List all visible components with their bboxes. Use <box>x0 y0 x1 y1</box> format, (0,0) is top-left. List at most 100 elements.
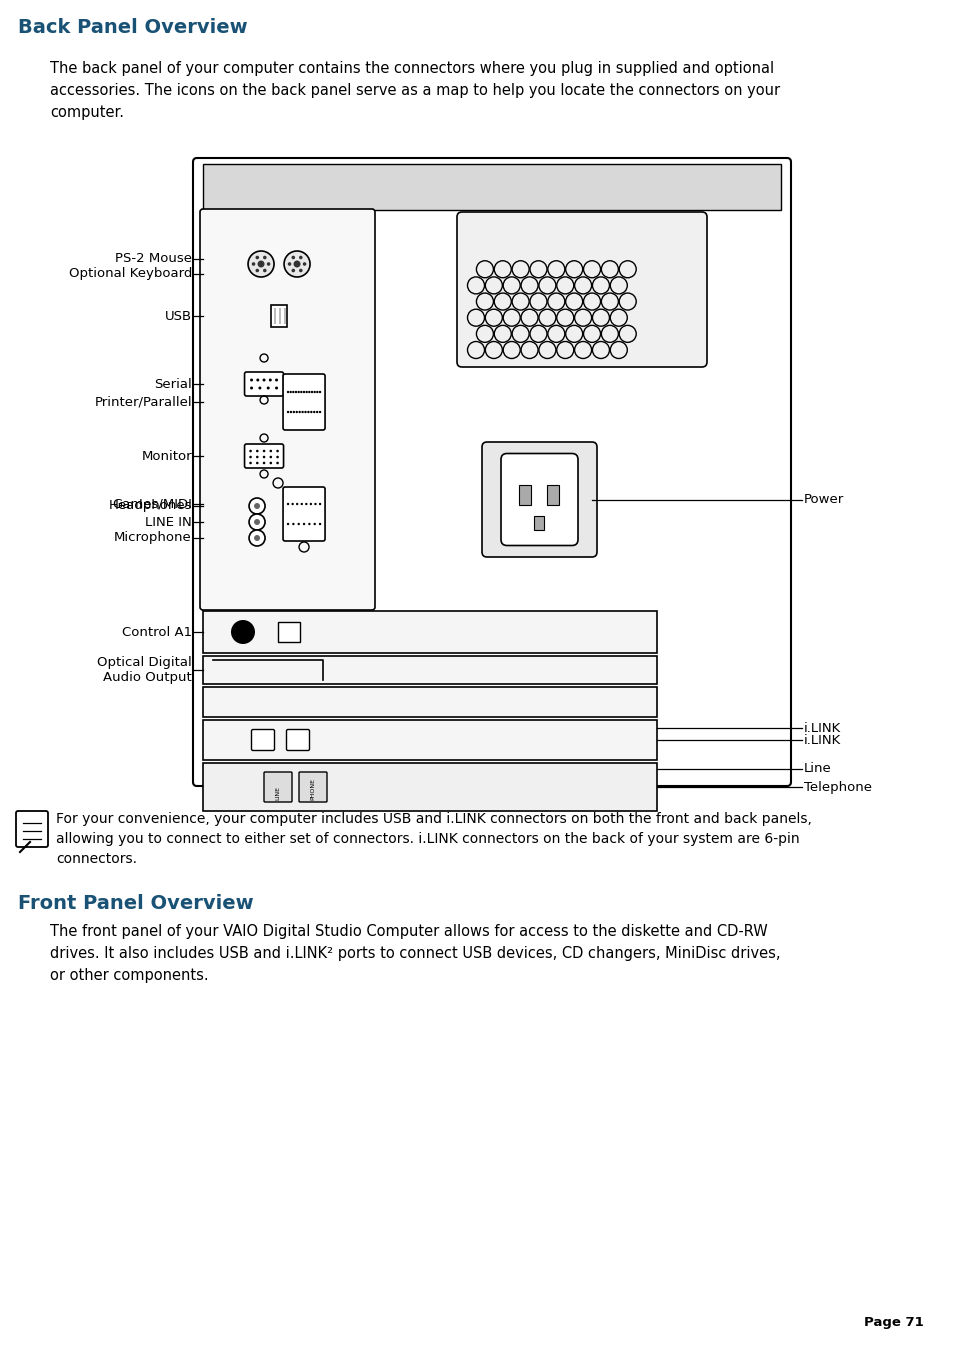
Circle shape <box>249 462 252 465</box>
Circle shape <box>253 503 260 509</box>
Bar <box>534 516 544 530</box>
Circle shape <box>302 262 306 266</box>
Circle shape <box>318 503 321 505</box>
FancyBboxPatch shape <box>200 209 375 611</box>
Circle shape <box>262 450 265 453</box>
Circle shape <box>274 378 277 381</box>
Text: i.LINK: i.LINK <box>803 734 841 747</box>
Circle shape <box>302 523 305 526</box>
Circle shape <box>318 390 321 393</box>
FancyBboxPatch shape <box>264 771 292 802</box>
Circle shape <box>257 261 264 267</box>
Text: Line: Line <box>803 762 831 775</box>
Circle shape <box>287 523 289 526</box>
Circle shape <box>308 390 311 393</box>
Circle shape <box>288 262 291 266</box>
Circle shape <box>255 455 258 458</box>
Circle shape <box>292 390 294 393</box>
Circle shape <box>315 390 318 393</box>
FancyBboxPatch shape <box>244 444 283 467</box>
Circle shape <box>295 503 298 505</box>
Circle shape <box>292 269 294 273</box>
Circle shape <box>297 523 299 526</box>
Text: PHONE: PHONE <box>310 778 315 800</box>
Circle shape <box>262 455 265 458</box>
Circle shape <box>276 450 278 453</box>
Bar <box>279 308 281 324</box>
Circle shape <box>269 450 272 453</box>
Circle shape <box>262 378 265 381</box>
Circle shape <box>255 450 258 453</box>
Circle shape <box>298 411 300 413</box>
Text: Headphones: Headphones <box>109 500 192 512</box>
Circle shape <box>287 503 289 505</box>
Text: Power: Power <box>803 493 843 507</box>
FancyBboxPatch shape <box>456 212 706 367</box>
Text: Serial: Serial <box>154 377 192 390</box>
Circle shape <box>284 251 310 277</box>
Circle shape <box>298 269 302 273</box>
Text: Optional Keyboard: Optional Keyboard <box>69 267 192 281</box>
Bar <box>284 308 286 324</box>
Circle shape <box>262 462 265 465</box>
Circle shape <box>314 523 315 526</box>
Circle shape <box>287 411 289 413</box>
Text: For your convenience, your computer includes USB and i.LINK connectors on both t: For your convenience, your computer incl… <box>56 812 811 866</box>
Text: Back Panel Overview: Back Panel Overview <box>18 18 248 36</box>
FancyBboxPatch shape <box>193 158 790 786</box>
Circle shape <box>307 411 310 413</box>
FancyBboxPatch shape <box>16 811 48 847</box>
Bar <box>274 308 275 324</box>
Circle shape <box>250 386 253 389</box>
Circle shape <box>231 620 254 644</box>
Bar <box>203 763 657 811</box>
FancyBboxPatch shape <box>244 372 283 396</box>
Text: Front Panel Overview: Front Panel Overview <box>18 894 253 913</box>
Circle shape <box>295 411 297 413</box>
Text: PS-2 Mouse: PS-2 Mouse <box>115 253 192 266</box>
Bar <box>203 163 781 209</box>
Bar <box>277 621 299 642</box>
Circle shape <box>318 523 321 526</box>
FancyBboxPatch shape <box>500 454 578 546</box>
Bar <box>519 485 531 504</box>
Text: Printer/Parallel: Printer/Parallel <box>94 396 192 408</box>
Circle shape <box>267 386 270 389</box>
Circle shape <box>310 503 312 505</box>
Circle shape <box>255 462 258 465</box>
Circle shape <box>258 386 261 389</box>
Circle shape <box>269 378 272 381</box>
Text: Optical Digital
Audio Output: Optical Digital Audio Output <box>97 657 192 684</box>
Circle shape <box>291 503 294 505</box>
Circle shape <box>308 523 311 526</box>
FancyBboxPatch shape <box>286 730 309 751</box>
Circle shape <box>255 269 259 273</box>
Circle shape <box>249 450 252 453</box>
Circle shape <box>300 503 303 505</box>
Text: The front panel of your VAIO Digital Studio Computer allows for access to the di: The front panel of your VAIO Digital Stu… <box>50 924 780 984</box>
Circle shape <box>311 390 313 393</box>
Circle shape <box>294 390 297 393</box>
Circle shape <box>313 411 315 413</box>
Circle shape <box>249 513 265 530</box>
Circle shape <box>248 251 274 277</box>
Circle shape <box>276 462 278 465</box>
Circle shape <box>305 503 307 505</box>
Circle shape <box>297 390 299 393</box>
Circle shape <box>274 386 277 389</box>
Circle shape <box>292 255 294 259</box>
Circle shape <box>252 262 255 266</box>
Circle shape <box>292 523 294 526</box>
Circle shape <box>298 255 302 259</box>
Circle shape <box>318 411 321 413</box>
Circle shape <box>302 390 305 393</box>
Text: LINE IN: LINE IN <box>145 516 192 528</box>
Text: Games/MIDI: Games/MIDI <box>112 497 192 511</box>
Text: Page 71: Page 71 <box>863 1316 923 1329</box>
Circle shape <box>249 530 265 546</box>
Circle shape <box>263 269 266 273</box>
Bar <box>203 611 657 653</box>
Circle shape <box>253 519 260 526</box>
Circle shape <box>267 262 270 266</box>
Text: Telephone: Telephone <box>803 781 871 793</box>
